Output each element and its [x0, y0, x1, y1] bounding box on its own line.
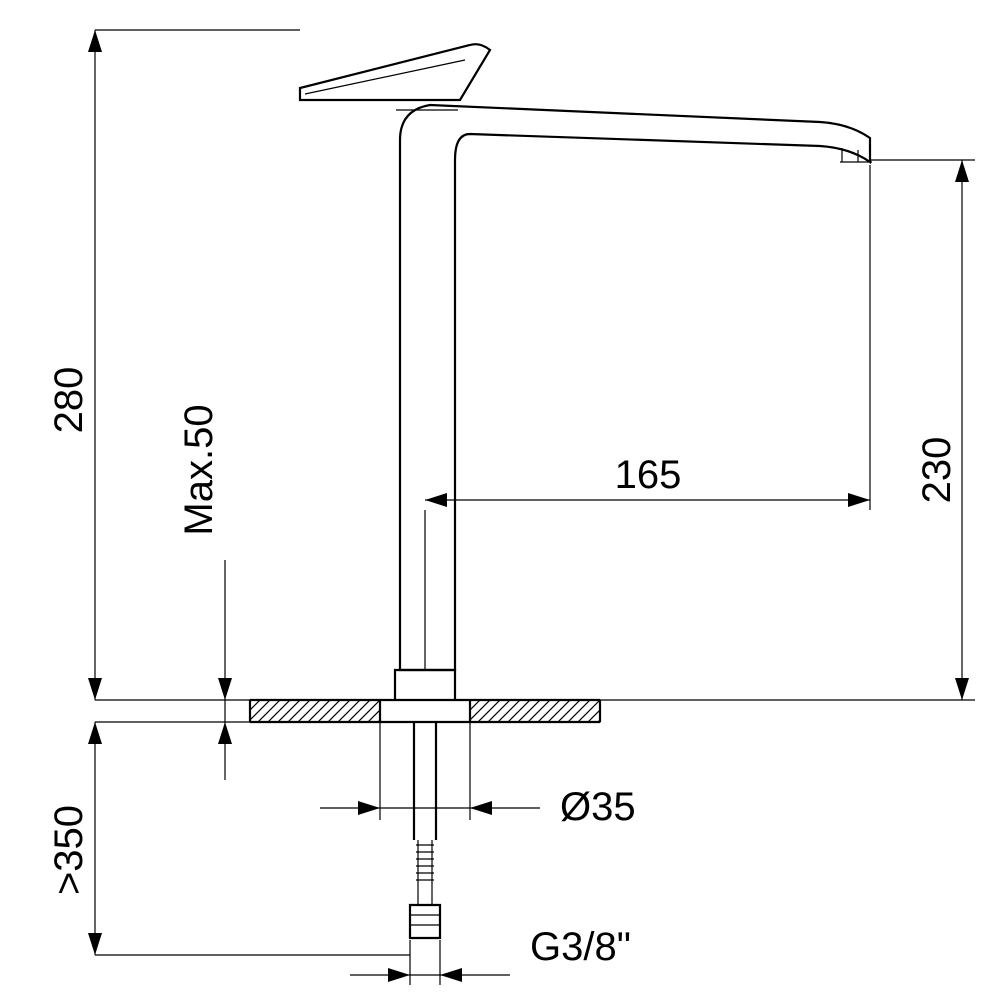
dim-g38-label: G3/8"	[530, 925, 631, 969]
dim-350-label: >350	[47, 805, 91, 895]
dim-230-label: 230	[915, 437, 959, 504]
technical-drawing: 280 Max.50 >350 230 165 Ø35	[0, 0, 1000, 1000]
dim-350: >350	[47, 722, 102, 955]
dim-165: 165	[425, 165, 870, 670]
dim-max50-label: Max.50	[177, 404, 221, 535]
faucet-outline	[300, 44, 872, 700]
dim-dia35-label: Ø35	[560, 785, 636, 829]
counter-deck	[250, 700, 600, 722]
dim-280-label: 280	[47, 367, 91, 434]
mounting-hose	[410, 722, 440, 938]
dim-165-label: 165	[615, 453, 682, 497]
dim-max50: Max.50	[177, 404, 232, 780]
dim-280: 280	[47, 30, 102, 700]
dim-dia35: Ø35	[320, 722, 636, 829]
dim-230: 230	[915, 160, 969, 700]
